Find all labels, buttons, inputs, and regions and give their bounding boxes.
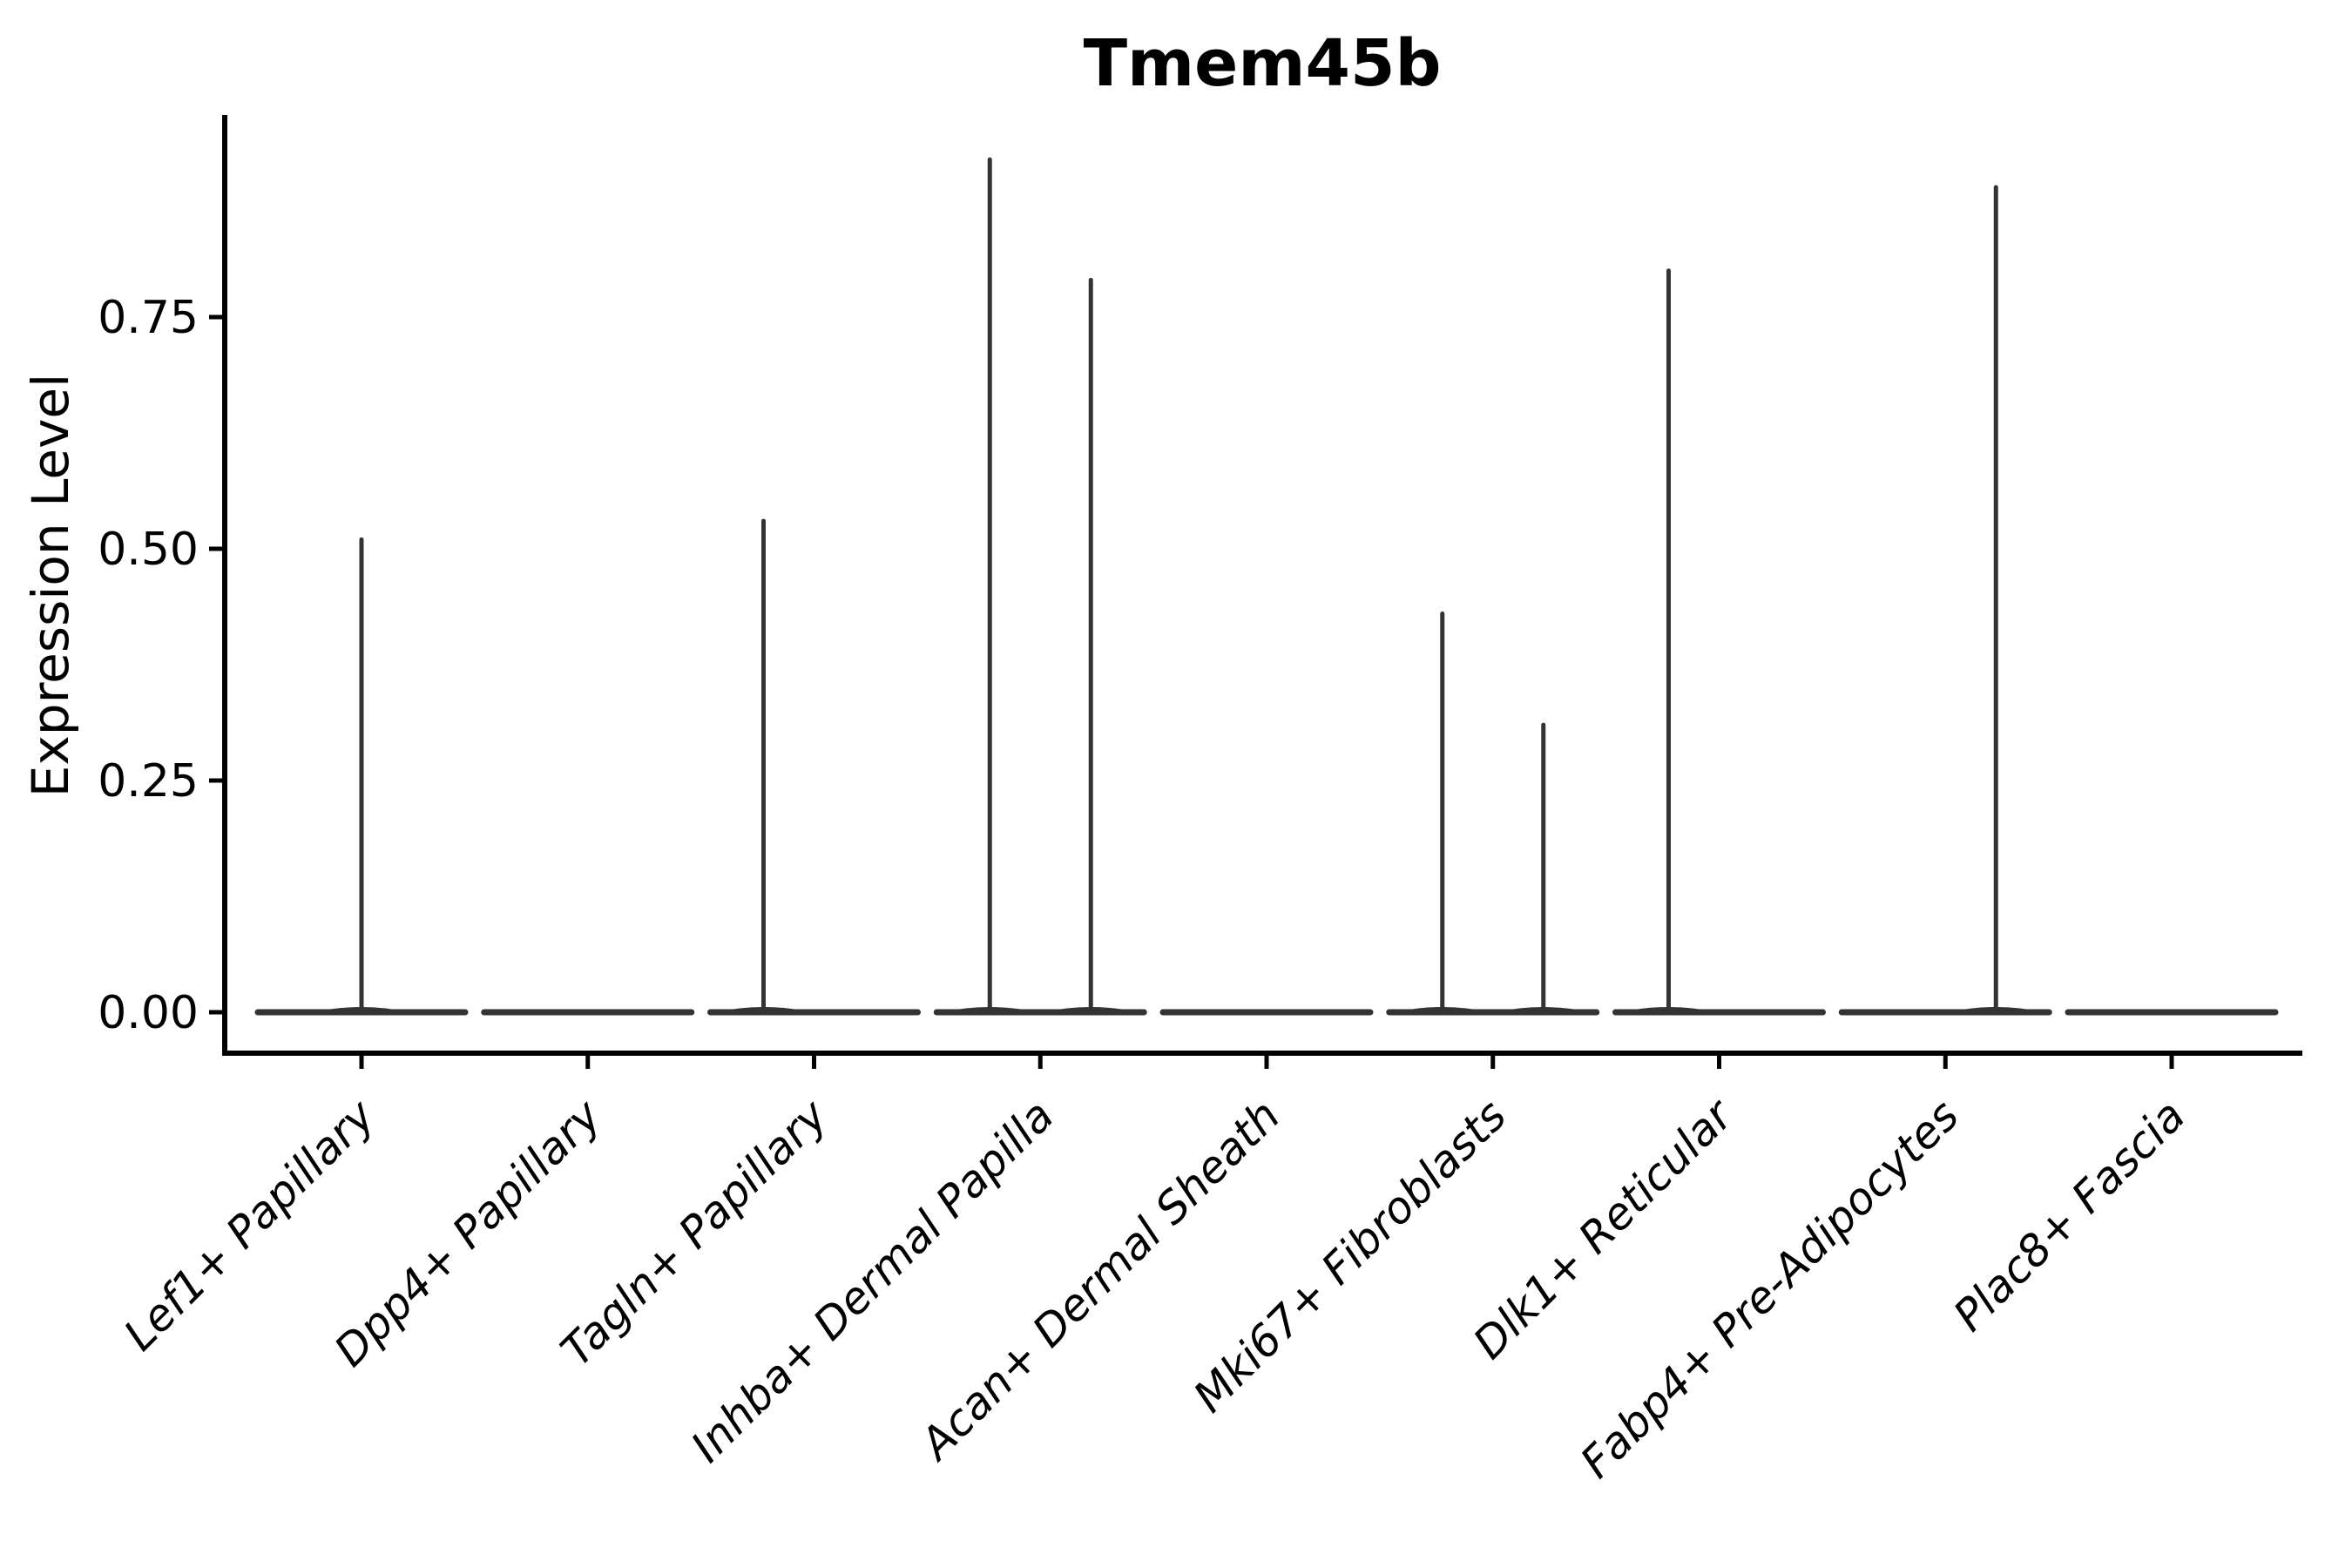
violin-layer	[254, 157, 2279, 1016]
y-tick-label: 0.75	[98, 292, 199, 344]
x-tick-label: Plac8+ Fascia	[1944, 1090, 2195, 1341]
y-axis-title: Expression Level	[21, 374, 80, 797]
x-tick-label: Acan+ Dermal Sheath	[909, 1090, 1290, 1470]
y-tick-label: 0.25	[98, 755, 199, 808]
x-tick-label: Inhba+ Dermal Papilla	[681, 1090, 1063, 1471]
y-tick-label: 0.00	[98, 987, 199, 1039]
y-tick-label: 0.50	[98, 524, 199, 576]
x-tick-label: Fabp4+ Pre-Adipocytes	[1571, 1090, 1969, 1488]
chart-title: Tmem45b	[1084, 26, 1442, 101]
